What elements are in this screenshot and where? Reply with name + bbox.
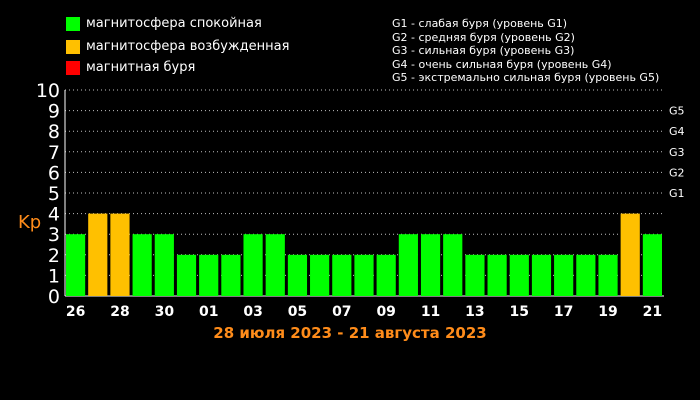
x-tick-label: 03 (243, 304, 262, 320)
x-tick-label: 21 (643, 304, 662, 320)
kp-bar (487, 254, 507, 296)
legend-swatch-quiet (66, 17, 80, 31)
kp-bar (332, 254, 352, 296)
legend-label-storm: магнитная буря (86, 60, 196, 75)
storm-level-g3: G3 - сильная буря (уровень G3) (392, 44, 575, 57)
y-tick-label: 10 (36, 80, 60, 102)
g-level-label: G3 (669, 146, 685, 159)
kp-bar (354, 254, 374, 296)
kp-bar (465, 254, 485, 296)
kp-bar (420, 234, 441, 296)
kp-bar (176, 254, 197, 296)
y-tick-label: 8 (48, 121, 60, 143)
storm-level-legend: G1 - слабая буря (уровень G1) G2 - средн… (392, 17, 659, 85)
x-tick-label: 19 (598, 304, 617, 320)
kp-bar (265, 234, 285, 296)
g-level-labels: G1 G2 G3 G4 G5 (669, 105, 685, 200)
kp-bar (154, 234, 174, 296)
kp-bar (620, 213, 640, 296)
kp-bar (554, 254, 574, 296)
x-tick-label: 07 (332, 304, 351, 320)
kp-bar (88, 213, 108, 296)
kp-bar (199, 254, 219, 296)
kp-bar (287, 254, 308, 296)
x-tick-label: 09 (376, 304, 395, 320)
kp-bar (110, 213, 130, 296)
x-tick-label: 11 (421, 304, 440, 320)
x-tick-label: 13 (465, 304, 484, 320)
y-tick-label: 5 (48, 183, 60, 205)
storm-level-g2: G2 - средняя буря (уровень G2) (392, 30, 575, 44)
y-tick-label: 3 (48, 224, 60, 246)
y-axis-label: Kp (18, 212, 41, 233)
kp-bar (443, 234, 463, 296)
x-tick-label: 01 (199, 304, 218, 320)
kp-bar (576, 254, 596, 296)
legend-swatch-storm (66, 61, 80, 75)
y-tick-label: 2 (48, 245, 60, 267)
x-tick-labels: 26 28 30 01 03 05 07 09 11 13 15 17 19 21 (66, 304, 662, 320)
legend-label-disturbed: магнитосфера возбужденная (86, 39, 290, 54)
kp-bar (531, 254, 552, 296)
kp-bar (398, 234, 418, 296)
kp-bar (243, 234, 263, 296)
y-tick-label: 1 (48, 265, 60, 287)
y-tick-label: 4 (48, 204, 60, 226)
y-tick-label: 0 (48, 286, 60, 308)
g-level-label: G1 (669, 187, 685, 200)
kp-bar (376, 254, 396, 296)
kp-bar (310, 254, 330, 296)
y-tick-label: 7 (48, 142, 60, 164)
x-tick-label: 30 (155, 304, 175, 320)
storm-level-g5: G5 - экстремально сильная буря (уровень … (392, 71, 660, 84)
storm-level-g4: G4 - очень сильная буря (уровень G4) (392, 57, 612, 71)
kp-bar (598, 254, 618, 296)
y-tick-label: 6 (48, 162, 60, 184)
bars (66, 213, 662, 296)
x-tick-label: 17 (554, 304, 573, 320)
g-level-label: G4 (669, 125, 685, 138)
y-tick-label: 9 (48, 101, 60, 123)
kp-bar (221, 254, 241, 296)
x-tick-label: 26 (66, 304, 85, 320)
g-level-label: G2 (669, 166, 685, 179)
legend-swatch-disturbed (66, 40, 80, 54)
storm-level-g1: G1 - слабая буря (уровень G1) (392, 17, 568, 30)
g-level-label: G5 (669, 105, 685, 118)
x-tick-label: 15 (510, 304, 529, 320)
x-tick-label: 05 (288, 304, 307, 320)
kp-bar (642, 234, 662, 296)
kp-bar (132, 234, 152, 296)
x-tick-label: 28 (110, 304, 129, 320)
kp-bar (66, 234, 86, 296)
kp-bar (509, 254, 529, 296)
date-range: 28 июля 2023 - 21 августа 2023 (213, 324, 487, 342)
legend-label-quiet: магнитосфера спокойная (86, 16, 262, 31)
